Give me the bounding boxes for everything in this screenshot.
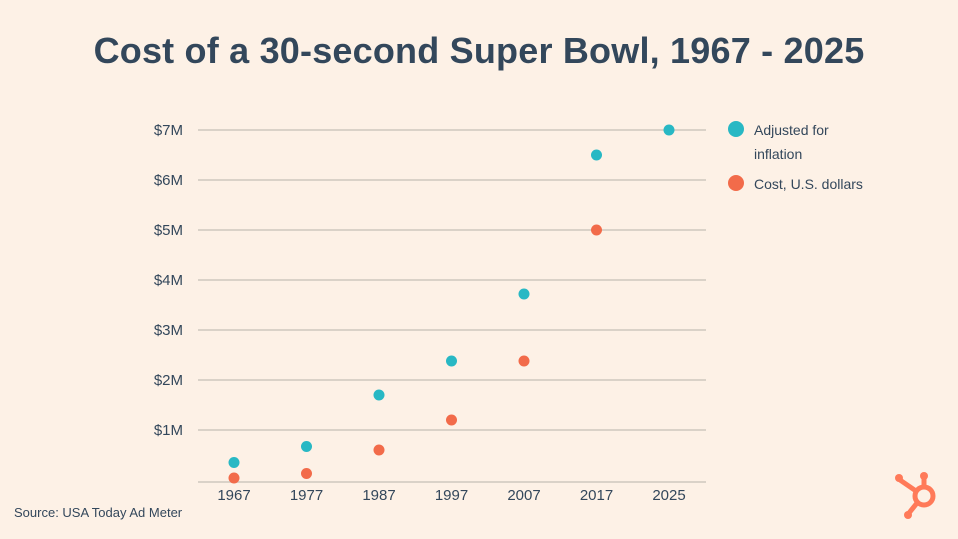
legend-label-cost: Cost, U.S. dollars — [754, 176, 863, 192]
legend-label-inflation: Adjusted for inflation — [754, 122, 829, 162]
point-cost-usd — [373, 444, 385, 456]
x-axis-ticks: 1967 1977 1987 1997 2007 2017 2025 — [217, 487, 685, 504]
data-points — [228, 124, 675, 484]
point-adjusted-for-inflation — [518, 288, 530, 300]
x-tick-label: 2017 — [580, 487, 613, 504]
point-adjusted-for-inflation — [228, 457, 240, 468]
x-tick-label: 1987 — [362, 487, 395, 504]
x-tick-label: 1967 — [217, 487, 250, 504]
y-tick-label: $2M — [154, 372, 183, 389]
point-cost-usd — [301, 468, 312, 479]
y-axis-ticks: $1M $2M $3M $4M $5M $6M $7M — [154, 122, 183, 439]
point-cost-usd — [446, 414, 457, 426]
point-adjusted-for-inflation — [301, 441, 312, 452]
point-cost-usd — [228, 472, 240, 484]
y-tick-label: $3M — [154, 322, 183, 339]
source-note: Source: USA Today Ad Meter — [14, 505, 183, 520]
legend-marker-inflation — [728, 121, 744, 137]
y-tick-label: $5M — [154, 222, 183, 239]
x-tick-label: 2025 — [652, 487, 685, 504]
legend-item-cost: Cost, U.S. dollars — [728, 172, 928, 196]
point-cost-usd — [518, 355, 530, 367]
x-tick-label: 1977 — [290, 487, 323, 504]
point-cost-usd — [591, 224, 602, 236]
x-tick-label: 1997 — [435, 487, 468, 504]
point-adjusted-for-inflation — [663, 124, 675, 136]
legend-marker-cost — [728, 175, 744, 191]
y-tick-label: $6M — [154, 172, 183, 189]
y-tick-label: $1M — [154, 422, 183, 439]
point-adjusted-for-inflation — [591, 149, 602, 161]
y-tick-label: $4M — [154, 272, 183, 289]
point-adjusted-for-inflation — [373, 389, 385, 401]
x-tick-label: 2007 — [507, 487, 540, 504]
legend: Adjusted for inflation Cost, U.S. dollar… — [728, 118, 928, 202]
chart-title: Cost of a 30-second Super Bowl, 1967 - 2… — [93, 30, 865, 71]
legend-item-inflation: Adjusted for inflation — [728, 118, 928, 166]
hubspot-sprocket-icon — [895, 472, 936, 519]
y-tick-label: $7M — [154, 122, 183, 139]
grid-lines — [198, 129, 706, 431]
point-adjusted-for-inflation — [446, 355, 457, 367]
